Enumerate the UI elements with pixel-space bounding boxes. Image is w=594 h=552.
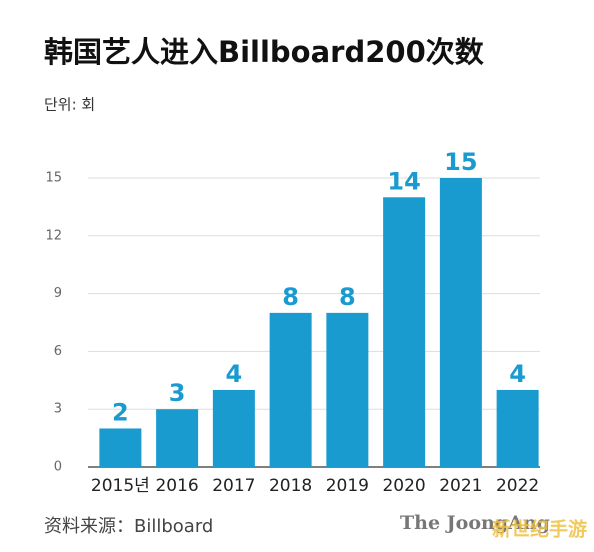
bar [326,312,369,467]
x-tick-label: 2022 [496,476,539,496]
bar [439,178,482,467]
y-tick-label: 12 [45,228,62,243]
x-tick-label: 2019 [326,476,369,496]
x-tick-label: 2015년 [91,476,150,496]
value-label: 8 [282,283,299,311]
bar [383,197,426,467]
value-label: 4 [226,360,243,388]
chart-title: 韩国艺人进入Billboard200次数 [44,35,485,69]
y-tick-label: 15 [45,171,62,186]
y-tick-label: 0 [54,460,62,475]
bar [212,389,255,467]
chart-subtitle: 단위: 회 [44,96,95,114]
x-tick-label: 2021 [439,476,482,496]
watermark: 新世纪手游 [492,518,587,541]
bar [99,428,142,467]
y-tick-label: 6 [54,344,62,359]
value-label: 14 [387,167,420,195]
value-label: 8 [339,283,356,311]
x-tick-label: 2018 [269,476,312,496]
x-tick-label: 2017 [212,476,255,496]
y-tick-label: 9 [54,286,62,301]
bar [496,389,539,467]
watermark: The JoongAng [400,512,550,534]
value-label: 15 [444,148,477,176]
y-tick-label: 3 [54,402,62,417]
x-tick-label: 2016 [155,476,198,496]
bar [269,312,312,467]
source: 资料来源：Billboard [44,516,213,537]
value-label: 4 [509,360,526,388]
value-label: 3 [169,379,186,407]
x-tick-label: 2020 [382,476,425,496]
value-label: 2 [112,398,129,426]
bar [156,409,199,467]
